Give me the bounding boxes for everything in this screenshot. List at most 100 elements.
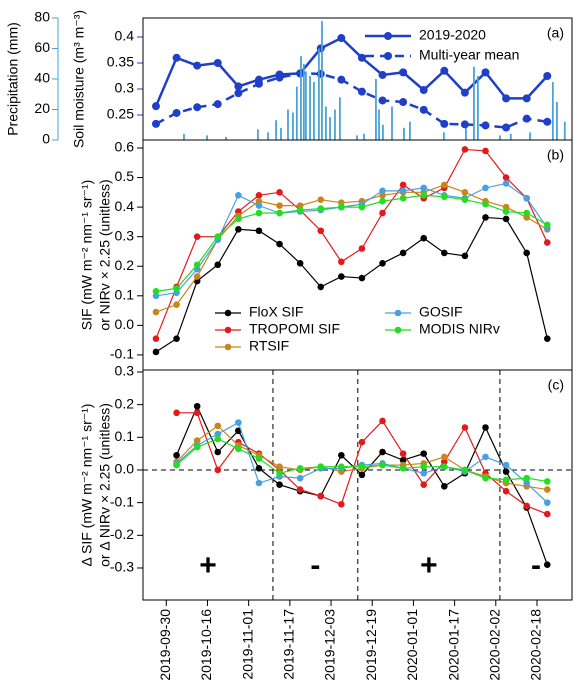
series-point — [173, 301, 180, 308]
series-point — [296, 465, 304, 472]
series-point — [193, 273, 201, 280]
y-tick-label: 0.3 — [115, 227, 135, 243]
series-point — [337, 75, 346, 84]
series-line — [155, 216, 548, 353]
y-tick-label: 0.5 — [115, 168, 135, 184]
panel-frame — [142, 17, 573, 141]
series-point — [193, 409, 201, 417]
series-point — [399, 68, 408, 77]
series-point — [234, 82, 243, 91]
precipitation-bar — [313, 82, 315, 140]
series-point — [461, 146, 469, 153]
series-point — [358, 438, 366, 446]
series-point — [193, 261, 201, 269]
series-line — [155, 184, 548, 313]
series-point — [235, 445, 242, 453]
precipitation-bar — [309, 75, 311, 140]
series-point — [152, 348, 160, 356]
panel-label: (c) — [548, 377, 564, 393]
series-point — [441, 463, 448, 471]
series-point — [379, 259, 386, 267]
series-point — [214, 261, 222, 269]
series-point — [461, 189, 469, 196]
series-point — [482, 453, 489, 461]
series-point — [502, 476, 510, 484]
precipitation-bar — [363, 133, 365, 140]
y-tick-label: 0.2 — [115, 257, 135, 273]
precipitation-bar — [529, 132, 531, 140]
series-point — [173, 461, 180, 469]
series-point — [482, 214, 489, 221]
series-point — [235, 215, 242, 223]
series-point — [502, 487, 510, 495]
series-point — [152, 288, 160, 295]
series-point — [193, 233, 201, 240]
precipitation-bar — [302, 63, 305, 140]
series-line — [155, 194, 548, 292]
series-point — [152, 308, 160, 316]
series-point — [234, 89, 243, 98]
series-point — [482, 424, 489, 431]
series-point — [441, 453, 448, 461]
legend-marker — [224, 343, 232, 351]
series-point — [379, 209, 386, 217]
series-point — [338, 258, 345, 266]
series-point — [502, 215, 510, 223]
precipitation-bar — [275, 120, 277, 140]
precipitation-bar — [378, 109, 380, 140]
precipitation-bar — [551, 82, 554, 140]
series-point — [399, 98, 408, 107]
y-tick-label: 0.35 — [107, 54, 134, 70]
y-axis-label: Δ SIF (mW m⁻² nm⁻¹ sr⁻¹) — [79, 404, 95, 567]
series-point — [543, 499, 551, 506]
y-tick-label: 0.3 — [115, 363, 135, 379]
series-point — [378, 96, 387, 105]
legend-label: Multi-year mean — [419, 47, 519, 63]
legend-marker — [224, 309, 232, 317]
series-point — [255, 455, 263, 462]
series-point — [193, 402, 201, 410]
precipitation-bar — [305, 71, 307, 140]
series-point — [316, 44, 325, 53]
series-point — [482, 474, 489, 482]
y-axis-label: Soil moisture (m³ m⁻³) — [71, 10, 87, 148]
series-point — [379, 448, 386, 456]
series-point — [173, 409, 180, 417]
series-point — [358, 245, 366, 252]
series-point — [235, 191, 242, 199]
precipitation-bar — [329, 117, 331, 140]
y-tick-label: 0.1 — [115, 428, 135, 444]
precipitation-bar — [334, 109, 336, 140]
panel-label: (b) — [547, 147, 564, 163]
legend-label: RTSIF — [249, 338, 289, 354]
series-point — [317, 283, 325, 291]
legend-marker — [224, 326, 232, 334]
series-point — [193, 443, 201, 451]
series-point — [379, 461, 386, 469]
series-point — [419, 105, 428, 114]
series-point — [502, 208, 510, 215]
series-point — [151, 119, 160, 128]
series-point — [338, 203, 345, 211]
precipitation-bar — [183, 133, 185, 140]
series-point — [481, 68, 490, 77]
series-point — [502, 174, 510, 181]
series-point — [255, 227, 263, 235]
series-point — [482, 147, 489, 155]
series-point — [440, 119, 449, 128]
series-point — [213, 59, 222, 68]
x-tick-label: 2020-02-02 — [487, 609, 503, 681]
y-axis-label: SIF (mW m⁻² nm⁻¹ sr⁻¹) — [79, 180, 95, 330]
series-point — [502, 461, 510, 469]
precipitation-bar — [473, 66, 475, 140]
series-point — [399, 187, 407, 195]
legend-marker — [384, 52, 392, 60]
series-point — [317, 205, 325, 212]
series-point — [193, 103, 202, 112]
legend-marker — [394, 326, 402, 334]
series-point — [214, 448, 222, 456]
series-point — [296, 474, 304, 482]
series-point — [193, 437, 201, 444]
series-point — [276, 209, 283, 217]
